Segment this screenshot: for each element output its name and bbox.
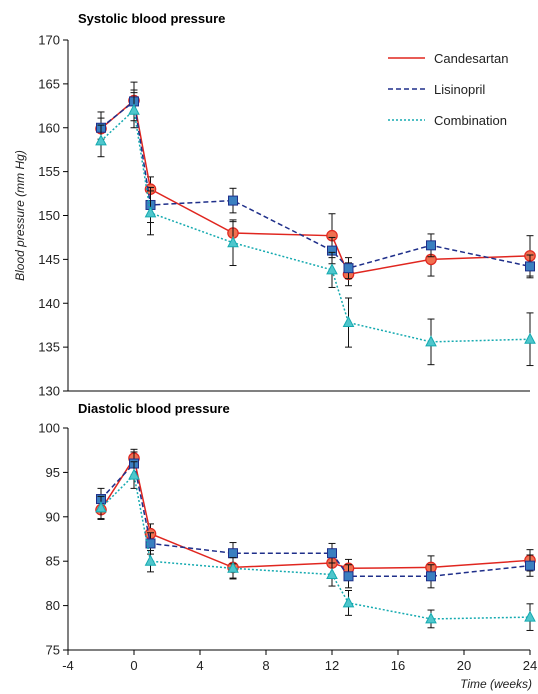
data-point-combination [95,134,107,146]
legend-label: Candesartan [434,51,508,66]
data-point-combination [425,335,437,347]
y-tick-label: 75 [46,643,60,658]
data-point-lisinopril [228,548,238,559]
data-point-lisinopril [525,560,535,571]
legend-label: Combination [434,113,507,128]
data-point-combination [95,501,107,513]
data-point-combination [128,103,140,115]
data-point-combination [342,596,355,608]
y-tick-label: 90 [46,509,60,524]
data-point-combination [524,610,536,622]
x-tick-label: 0 [130,658,137,673]
x-axis-label: Time (weeks) [460,677,532,691]
x-tick-label: 20 [457,658,471,673]
x-tick-label: 4 [196,658,203,673]
series-line-lisinopril [100,461,531,578]
series-line-lisinopril [100,100,531,269]
x-tick-label: 8 [262,658,269,673]
series-line-candesartan [100,456,531,570]
y-tick-label: 140 [38,296,60,311]
data-point-lisinopril [426,571,436,582]
data-point-lisinopril [343,263,354,274]
data-point-combination [326,567,338,580]
data-point-lisinopril [228,195,238,206]
data-point-lisinopril [343,571,354,582]
y-tick-label: 80 [46,598,60,613]
panel-title: Systolic blood pressure [78,11,225,26]
data-point-combination [144,206,157,218]
series-line-combination [100,473,531,620]
data-point-lisinopril [327,548,337,559]
y-tick-label: 100 [38,421,60,436]
data-point-combination [425,612,437,624]
x-tick-label: 12 [325,658,339,673]
y-tick-label: 95 [46,465,60,480]
data-point-lisinopril [525,261,535,272]
data-point-lisinopril [145,538,156,549]
series-line-combination [100,108,531,343]
y-tick-label: 160 [38,120,60,135]
panel-title: Diastolic blood pressure [78,401,230,416]
x-tick-label: 24 [523,658,537,673]
data-point-combination [144,554,157,566]
x-tick-label: 16 [391,658,405,673]
legend-label: Lisinopril [434,82,485,97]
y-axis-label: Blood pressure (mm Hg) [13,150,27,281]
data-point-lisinopril [426,240,436,251]
y-tick-label: 145 [38,252,60,267]
y-tick-label: 165 [38,76,60,91]
data-point-combination [227,236,239,248]
y-tick-label: 135 [38,340,60,355]
x-tick-label: -4 [62,658,74,673]
data-point-combination [128,468,140,480]
y-tick-label: 130 [38,384,60,399]
y-tick-label: 170 [38,33,60,48]
data-point-combination [524,332,536,344]
data-point-combination [342,315,355,328]
y-tick-label: 150 [38,208,60,223]
y-tick-label: 85 [46,554,60,569]
y-tick-label: 155 [38,164,60,179]
data-point-combination [326,263,338,275]
data-point-combination [227,561,239,573]
